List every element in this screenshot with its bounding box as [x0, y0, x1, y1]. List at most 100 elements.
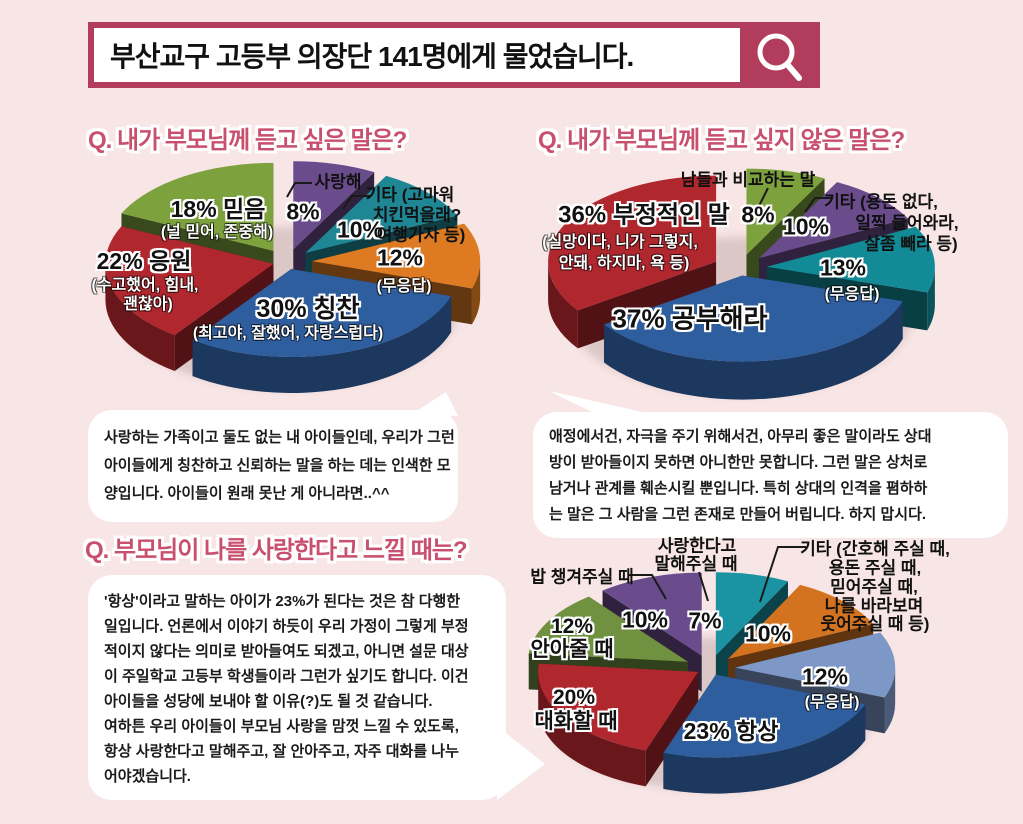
pie-slice: [105, 226, 274, 336]
slice-percent-label: 10%: [782, 213, 830, 240]
slice-callout-label: 믿어주실 때,: [830, 577, 918, 597]
comment-line: 방이 받아들이지 못하면 아니한만 못합니다. 그런 말은 상처로: [549, 454, 928, 471]
comment-bubble-3: '항상'이라고 말하는 아이가 23%가 된다는 것은 참 다행한 일입니다. …: [88, 575, 506, 800]
pie-slice: [312, 223, 481, 289]
pie-slice: [528, 596, 688, 662]
pie-slice-wall: [548, 261, 578, 349]
pie-slice: [293, 161, 375, 250]
callout-leader-line: [286, 182, 312, 198]
pie-slice-wall: [471, 261, 481, 325]
slice-note-label: (실망이다, 니가 그렇지,: [542, 234, 698, 251]
comment-line: 애정에서건, 자극을 주기 위해서건, 아무리 좋은 말이라도 상대: [549, 428, 932, 445]
pie-slice-wall: [192, 296, 452, 393]
pie-slice-wall: [884, 667, 896, 734]
pie-slice: [603, 275, 903, 362]
callout-leader-line: [698, 571, 709, 602]
magnifier-icon: [757, 33, 802, 81]
pie-slice: [602, 572, 702, 656]
slice-note-label: (널 믿어, 존중해): [160, 224, 274, 241]
pie-slice-wall: [927, 266, 935, 331]
slice-percent-label: 12%: [376, 244, 424, 271]
comment-line: 는 말은 그 사람을 그런 존재로 만들어 버립니다. 하지 맙시다.: [549, 506, 927, 523]
pie-slice-wall: [105, 263, 175, 372]
comment-line: 어야겠습니다.: [104, 768, 191, 785]
slice-percent-label: 8%: [741, 201, 775, 228]
slice-callout-label: 기타 (용돈 없다,: [824, 192, 938, 212]
comment-line: 여하튼 우리 아이들이 부모님 사랑을 맘껏 느낄 수 있도록,: [104, 718, 459, 735]
slice-note-label: 안돼, 하지마, 욕 등): [558, 255, 690, 272]
comment-line: '항상'이라고 말하는 아이가 23%가 된다는 것은 참 다행한: [104, 593, 461, 610]
slice-callout-label: 말해주실 때: [654, 554, 738, 574]
header-title: 부산교구 고등부 의장단 141명에게 물었습니다.: [110, 41, 634, 72]
header-banner: 부산교구 고등부 의장단 141명에게 물었습니다.: [88, 22, 820, 88]
slice-percent-label: 10%: [744, 620, 792, 647]
slice-callout-label: 기타 (고마워: [365, 185, 455, 205]
speech-bubble-tail: [549, 391, 660, 416]
question-title-1: Q. 내가 부모님께 듣고 싶은 말은?: [88, 127, 407, 154]
comment-line: 일입니다. 언론에서 이야기 하듯이 우리 가정이 그렇게 부정: [104, 618, 469, 635]
slice-note-label: (무응답): [804, 694, 860, 711]
slice-callout-label: 일찍 들어와라,: [855, 213, 959, 233]
slice-callout-label: 남들과 비교하는 말: [680, 170, 816, 190]
callout-leader-line: [342, 195, 370, 210]
comment-bubble-2: 애정에서건, 자극을 주기 위해서건, 아무리 좋은 말이라도 상대 방이 받아…: [533, 412, 1008, 538]
slice-note-label: (수고했어, 힘내,: [91, 277, 199, 294]
slice-percent-label: 13%: [819, 254, 867, 281]
pie-slice: [305, 175, 458, 253]
pie-slice: [715, 572, 789, 656]
slice-note-label: (무응답): [824, 286, 880, 303]
slice-percent-label: 7%: [688, 607, 722, 634]
slice-callout-label: 살좀 빼라 등): [864, 234, 958, 254]
question-title-2: Q. 내가 부모님께 듣고 싶지 않은 말은?: [538, 127, 905, 154]
slice-callout-label: 밥 챙겨주실 때: [530, 567, 634, 587]
slice-percent-label: 12%: [801, 663, 849, 690]
callout-leader-line: [804, 197, 833, 213]
slice-percent-label: 10%: [336, 216, 384, 243]
pie-slice-wall: [538, 671, 646, 787]
slice-callout-label: 기타 (간호해 주실 때,: [800, 539, 950, 559]
comment-line: 남거나 관계를 훼손시킬 뿐입니다. 특히 상대의 인격을 폄하하: [549, 480, 928, 497]
pie-slice: [759, 182, 908, 259]
slice-callout-label: 사랑해: [314, 172, 362, 192]
slice-percent-label: 8%: [286, 198, 320, 225]
slice-callout-label: 나를 바라보며: [824, 596, 924, 616]
pie-chart-wanted-words: [105, 161, 481, 393]
callout-leader-line: [758, 187, 769, 207]
comment-line: 사랑하는 가족이고 둘도 없는 내 아이들인데, 우리가 그런: [104, 429, 455, 446]
slice-callout-label: 용돈 주실 때,: [828, 558, 922, 578]
slice-callout-label: 여행가자 등): [376, 225, 466, 245]
pie-slice: [548, 175, 717, 311]
comment-line: 이 주일학교 고등부 학생들이라 그런가 싶기도 합니다. 이건: [104, 668, 469, 685]
slice-note-label: (최고야, 잘했어, 자랑스럽다): [192, 325, 384, 342]
slice-callout-label: 사랑한다고: [657, 536, 737, 556]
slice-callout-label: 웃어주실 때 등): [820, 614, 930, 634]
pie-slice: [538, 663, 699, 751]
slice-main-label: 37% 공부해라: [612, 303, 768, 334]
slice-main-label: 36% 부정적인 말: [558, 201, 730, 229]
pie-slice: [735, 632, 896, 698]
pie-slice: [663, 674, 866, 758]
slice-main-label: 18% 믿음: [170, 196, 266, 222]
slice-main-label: 대화할 때: [534, 710, 618, 733]
comment-line: 양입니다. 아이들이 원래 못난 게 아니라면..^^: [104, 485, 390, 502]
slice-main-label: 23% 항상: [683, 718, 779, 744]
comment-bubble-1: 사랑하는 가족이고 둘도 없는 내 아이들인데, 우리가 그런 아이들에게 칭찬…: [88, 410, 458, 522]
callout-leader-line: [759, 546, 806, 603]
comment-line: 아이들에게 칭찬하고 신뢰하는 말을 하는 데는 인색한 모: [104, 457, 451, 474]
comment-line: 아이들을 성당에 보내야 할 이유(?)도 될 것 같습니다.: [104, 693, 433, 710]
callout-leader-line: [632, 574, 667, 600]
pie-chart-feel-loved: [528, 572, 896, 794]
slice-main-label: 20%: [552, 686, 596, 709]
search-button[interactable]: [740, 28, 814, 82]
pie-slice-wall: [603, 301, 903, 400]
comment-line: 항상 사랑한다고 말해주고, 잘 안아주고, 자주 대화를 나누: [104, 743, 459, 760]
pie-slice: [728, 584, 874, 659]
slice-note-label: 괜찮아): [123, 296, 173, 313]
slice-main-label: 12%: [550, 615, 594, 638]
speech-bubble-tail: [497, 726, 545, 800]
slice-main-label: 22% 응원: [96, 248, 192, 274]
slice-main-label: 안아줄 때: [530, 638, 614, 661]
pie-slice-wall: [663, 704, 866, 794]
